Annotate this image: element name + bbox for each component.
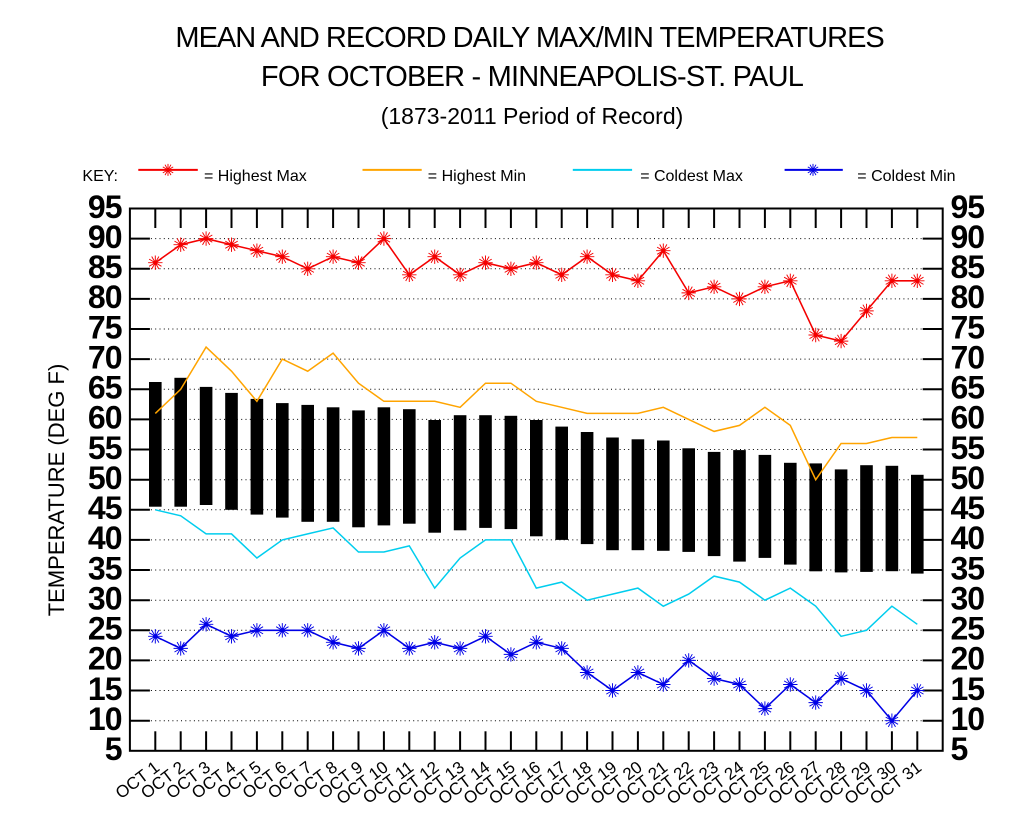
- svg-text:70: 70: [88, 339, 122, 375]
- svg-text:50: 50: [88, 460, 122, 496]
- svg-text:10: 10: [951, 701, 985, 737]
- svg-text:25: 25: [88, 611, 122, 647]
- svg-text:40: 40: [88, 520, 122, 556]
- svg-text:70: 70: [951, 339, 985, 375]
- svg-text:5: 5: [105, 731, 122, 767]
- svg-text:10: 10: [88, 701, 122, 737]
- svg-text:= Coldest Min: = Coldest Min: [857, 168, 955, 185]
- svg-text:80: 80: [951, 279, 985, 315]
- svg-text:80: 80: [88, 279, 122, 315]
- svg-text:20: 20: [951, 641, 985, 677]
- svg-text:40: 40: [951, 520, 985, 556]
- svg-text:35: 35: [951, 550, 985, 586]
- svg-text:25: 25: [951, 611, 985, 647]
- svg-text:55: 55: [951, 430, 985, 466]
- svg-text:55: 55: [88, 430, 122, 466]
- svg-text:TEMPERATURE (DEG F): TEMPERATURE (DEG F): [44, 364, 69, 617]
- svg-text:15: 15: [88, 671, 122, 707]
- svg-text:= Coldest Max: = Coldest Max: [640, 168, 743, 185]
- svg-text:85: 85: [88, 249, 122, 285]
- svg-text:75: 75: [951, 309, 985, 345]
- svg-text:5: 5: [951, 731, 968, 767]
- svg-text:60: 60: [951, 400, 985, 436]
- svg-text:85: 85: [951, 249, 985, 285]
- svg-text:90: 90: [951, 219, 985, 255]
- svg-text:KEY:: KEY:: [82, 168, 118, 185]
- svg-text:45: 45: [951, 490, 985, 526]
- svg-text:95: 95: [951, 189, 985, 225]
- svg-text:50: 50: [951, 460, 985, 496]
- svg-text:15: 15: [951, 671, 985, 707]
- svg-text:45: 45: [88, 490, 122, 526]
- svg-text:75: 75: [88, 309, 122, 345]
- svg-text:= Highest Min: = Highest Min: [428, 168, 526, 185]
- svg-text:20: 20: [88, 641, 122, 677]
- svg-text:90: 90: [88, 219, 122, 255]
- svg-text:60: 60: [88, 400, 122, 436]
- svg-text:(1873-2011 Period of Record): (1873-2011 Period of Record): [381, 103, 684, 129]
- svg-text:65: 65: [951, 370, 985, 406]
- svg-text:MEAN AND RECORD DAILY MAX/MIN: MEAN AND RECORD DAILY MAX/MIN TEMPERATUR…: [175, 22, 884, 54]
- svg-text:30: 30: [951, 581, 985, 617]
- svg-text:= Highest Max: = Highest Max: [204, 168, 307, 185]
- svg-text:65: 65: [88, 370, 122, 406]
- svg-text:35: 35: [88, 550, 122, 586]
- svg-text:FOR OCTOBER - MINNEAPOLIS-ST.: FOR OCTOBER - MINNEAPOLIS-ST. PAUL: [261, 61, 804, 93]
- svg-text:95: 95: [88, 189, 122, 225]
- svg-text:30: 30: [88, 581, 122, 617]
